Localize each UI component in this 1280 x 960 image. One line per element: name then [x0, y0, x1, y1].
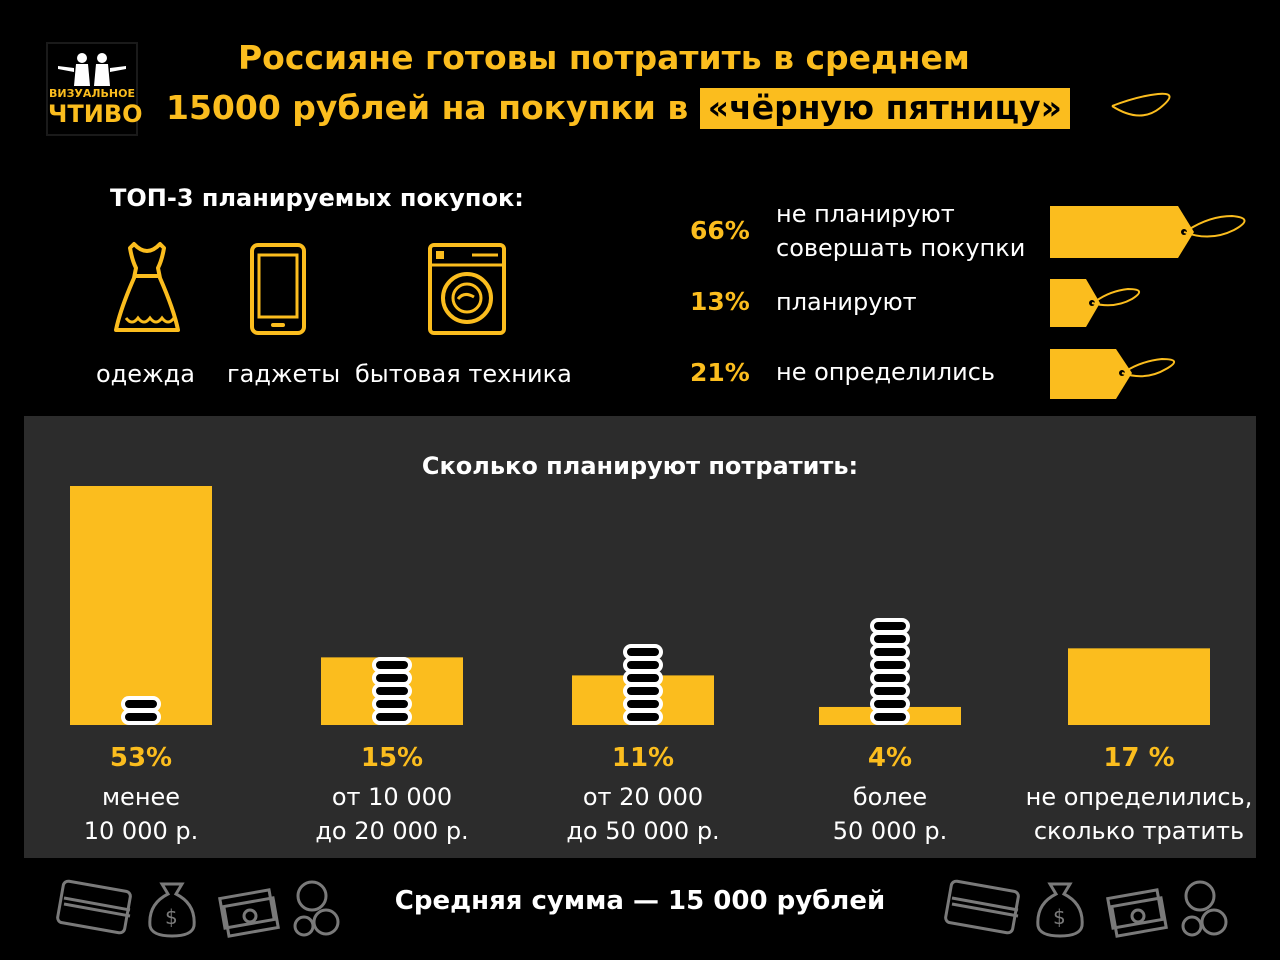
coins-icon — [1181, 880, 1228, 937]
top3-heading: ТОП-3 планируемых покупок: — [110, 184, 524, 212]
dress-icon — [114, 242, 180, 332]
money-icons-left: $ — [56, 879, 340, 938]
coin-stack-icon — [372, 657, 412, 725]
spend-footer: Средняя сумма — 15 000 рублей — [394, 886, 886, 916]
title-highlight: «чёрную пятницу» — [699, 88, 1070, 129]
spend-heading: Сколько планируют потратить: — [421, 452, 859, 480]
credit-card-icon — [56, 879, 132, 935]
price-tag-1 — [1050, 279, 1140, 327]
money-bag-icon: $ — [1036, 882, 1084, 938]
coin-stack-icon — [623, 644, 663, 725]
logo-line2: ЧТИВО — [48, 100, 143, 128]
bar-4 — [1068, 648, 1210, 725]
top3-label-appliances: бытовая техника — [355, 360, 572, 388]
logo-line1: ВИЗУАЛЬНОЕ — [49, 87, 135, 100]
title-line2-prefix: 15000 рублей на покупки в — [166, 88, 689, 127]
money-bag-icon: $ — [148, 882, 196, 938]
credit-card-icon — [944, 879, 1020, 935]
logo: ВИЗУАЛЬНОЕ ЧТИВО — [46, 42, 143, 136]
svg-text:$: $ — [165, 905, 178, 929]
top3-label-clothes: одежда — [96, 360, 195, 388]
plans-label-0b: совершать покупки — [776, 234, 1026, 262]
plans-pct-2: 21% — [690, 358, 750, 387]
logo-figures-icon — [58, 53, 126, 86]
coin-stack-icon — [121, 696, 161, 725]
plans-pct-0: 66% — [690, 216, 750, 245]
plans-label-0a: не планируют — [776, 200, 955, 228]
washing-machine-icon — [428, 243, 506, 335]
plans-label-1: планируют — [776, 288, 917, 316]
svg-text:$: $ — [1053, 905, 1066, 929]
coins-icon — [293, 880, 340, 937]
price-tag-0 — [1050, 206, 1246, 258]
plans-label-2: не определились — [776, 358, 996, 386]
plans-pct-1: 13% — [690, 287, 750, 316]
top3-label-gadgets: гаджеты — [227, 360, 341, 388]
banknotes-icon — [218, 888, 280, 938]
spend-panel — [24, 416, 1256, 858]
money-icons-right: $ — [944, 879, 1228, 938]
title-line1: Россияне готовы потратить в среднем — [238, 38, 970, 77]
tag-string-icon — [1111, 92, 1171, 117]
banknotes-icon — [1106, 888, 1168, 938]
price-tag-2 — [1050, 349, 1175, 399]
coin-stack-icon — [870, 618, 910, 725]
bar-0 — [70, 486, 212, 725]
smartphone-icon — [250, 243, 306, 335]
title-line2: 15000 рублей на покупки в «чёрную пятниц… — [166, 88, 1070, 129]
